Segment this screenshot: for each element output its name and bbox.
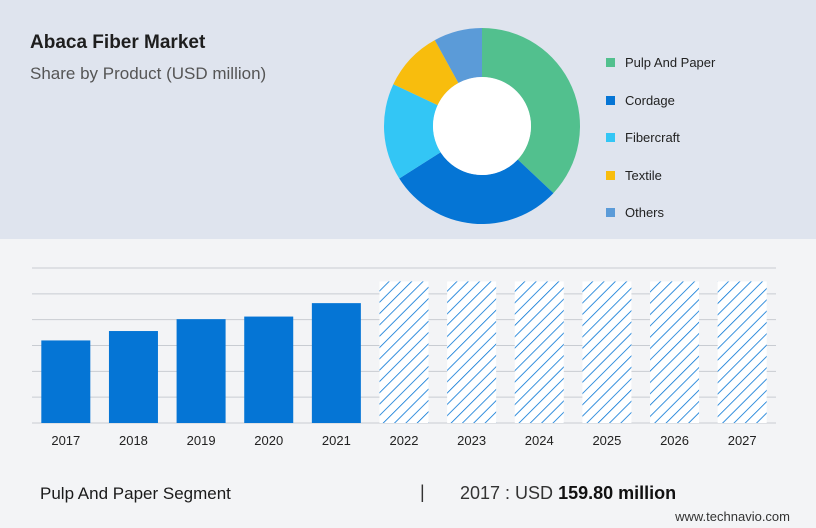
footer-value: 2017 : USD 159.80 million	[460, 483, 676, 504]
footer-year-label: 2017 : USD	[460, 483, 554, 503]
legend-item: Cordage	[606, 82, 715, 120]
bar-chart: 2017 2018 2019 2020 2021 2022 2023 2024 2025 2026…	[32, 267, 776, 448]
donut-slice-textile	[393, 40, 459, 106]
x-tick-label: 2022	[390, 433, 419, 448]
legend-swatch	[606, 170, 615, 180]
chart-subtitle: Share by Product (USD million)	[30, 64, 267, 83]
legend-swatch	[606, 95, 615, 105]
chart-title: Abaca Fiber Market	[30, 32, 206, 53]
forecast-bar-2024	[514, 281, 564, 423]
bar-2018	[108, 331, 158, 423]
legend-swatch	[606, 58, 615, 68]
x-tick-label: 2027	[728, 433, 757, 448]
footer-divider: |	[420, 482, 425, 502]
donut-slice-fibercraft	[384, 84, 441, 179]
donut-chart	[384, 28, 580, 225]
legend-item: Textile	[606, 157, 715, 195]
bar-2020	[244, 316, 294, 423]
x-tick-label: 2017	[51, 433, 80, 448]
x-tick-label: 2018	[119, 433, 148, 448]
donut-slice-cordage	[399, 152, 554, 225]
legend-label: Pulp And Paper	[625, 55, 716, 71]
legend-item: Fibercraft	[606, 119, 715, 157]
source-link[interactable]: www.technavio.com	[675, 509, 790, 524]
footer-amount: 159.80 million	[558, 483, 677, 503]
footer-segment-label: Pulp And Paper Segment	[40, 484, 231, 503]
x-tick-label: 2025	[592, 433, 621, 448]
x-tick-label: 2024	[525, 433, 554, 448]
legend-swatch	[606, 208, 615, 218]
legend-label: Fibercraft	[625, 130, 680, 146]
bar-2017	[41, 340, 91, 423]
x-tick-label: 2023	[457, 433, 486, 448]
forecast-bar-2023	[447, 281, 497, 423]
forecast-bar-2027	[717, 281, 767, 423]
x-tick-label: 2021	[322, 433, 351, 448]
legend-item: Pulp And Paper	[606, 44, 715, 82]
x-tick-label: 2019	[187, 433, 216, 448]
forecast-bar-2025	[582, 281, 632, 423]
legend-swatch	[606, 133, 615, 143]
x-tick-label: 2020	[254, 433, 283, 448]
donut-hole	[433, 77, 531, 175]
legend-label: Cordage	[625, 92, 675, 108]
x-tick-label: 2026	[660, 433, 689, 448]
legend-item: Others	[606, 194, 715, 232]
forecast-bar-2026	[650, 281, 700, 423]
bar-2021	[311, 303, 361, 423]
legend: Pulp And Paper Cordage Fibercraft Textile Ot…	[606, 44, 715, 232]
bar-2019	[176, 319, 226, 423]
donut-slice-pulp-and-paper	[482, 28, 580, 194]
legend-label: Textile	[625, 167, 662, 183]
legend-label: Others	[625, 205, 665, 221]
forecast-bar-2022	[379, 281, 429, 423]
donut-slice-others	[434, 28, 482, 84]
